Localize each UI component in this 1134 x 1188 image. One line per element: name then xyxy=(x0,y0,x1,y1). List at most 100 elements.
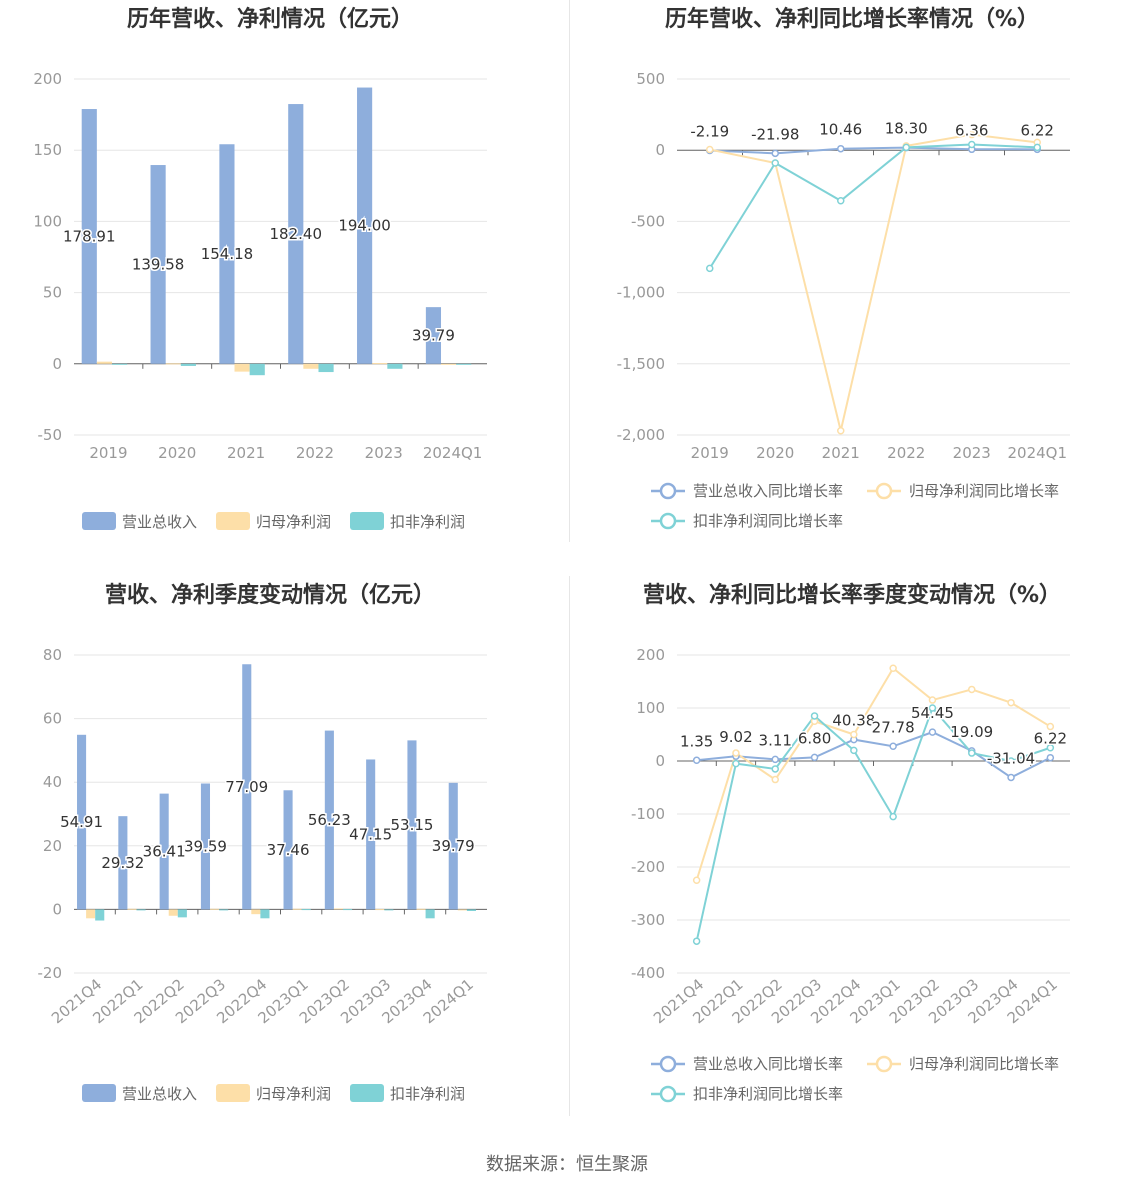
y-tick-label: 200 xyxy=(636,646,665,664)
bar-net-profit xyxy=(303,363,319,369)
data-label: 154.18 xyxy=(201,245,254,263)
series-point xyxy=(902,143,910,152)
series-point xyxy=(771,775,779,784)
bar-deducted-profit xyxy=(425,909,435,919)
quarterly-growth-chart: 营收、净利同比增长率季度变动情况（%） 200 100 0 -100 -200 -300 -4… xyxy=(567,576,1134,1152)
data-label: 194.00 xyxy=(338,217,391,235)
bar-net-profit xyxy=(251,909,261,915)
data-label: 178.91 xyxy=(63,227,116,245)
series-point xyxy=(771,765,779,773)
y-tick-label: -300 xyxy=(631,911,665,929)
y-tick-label: 50 xyxy=(43,284,62,302)
y-tick-label: 40 xyxy=(43,773,62,791)
y-tick-label: 100 xyxy=(636,699,665,717)
data-label: 3.11 xyxy=(759,731,792,749)
series-point xyxy=(850,746,858,755)
legend-marker xyxy=(659,482,677,500)
data-label: 6.22 xyxy=(1021,121,1054,139)
data-label: 1.35 xyxy=(680,732,713,750)
series-line-revenue xyxy=(709,146,1038,155)
data-label: -31.04 xyxy=(987,749,1035,767)
data-label: 54.45 xyxy=(911,704,954,722)
bar-deducted-profit xyxy=(342,909,353,911)
y-tick-label: -100 xyxy=(631,805,665,823)
data-label: 182.40 xyxy=(270,225,323,243)
quarterly-growth-svg: 营收、净利同比增长率季度变动情况（%） 200 100 0 -100 -200 -300 -4… xyxy=(631,582,1070,1103)
series-point xyxy=(889,664,897,672)
data-label: 54.91 xyxy=(60,813,103,831)
legend-swatch xyxy=(216,1084,250,1102)
legend-label: 归母净利润同比增长率 xyxy=(909,1055,1059,1073)
legend-label: 营业总收入 xyxy=(122,513,197,531)
bar-deducted-profit xyxy=(318,363,334,373)
bar-revenue xyxy=(366,759,376,910)
data-label: 37.46 xyxy=(267,841,310,859)
bar-revenue xyxy=(425,307,442,364)
legend-marker xyxy=(875,1055,893,1073)
series-point xyxy=(771,149,779,158)
series-point xyxy=(1046,722,1055,731)
series-point xyxy=(706,145,714,154)
bar-deducted-profit xyxy=(95,909,105,921)
series-point xyxy=(810,753,819,762)
bar-deducted-profit xyxy=(249,363,265,376)
bar-deducted-profit xyxy=(387,363,403,369)
bar-revenue xyxy=(200,783,211,910)
legend-swatch xyxy=(82,1084,116,1102)
data-label: 6.80 xyxy=(798,729,831,747)
y-tick-label: -50 xyxy=(38,426,63,444)
data-label: 39.79 xyxy=(432,837,475,855)
series-point xyxy=(968,749,976,757)
bar-deducted-profit xyxy=(301,909,311,911)
series-line-net-profit xyxy=(709,133,1038,431)
x-tick-label: 2024Q1 xyxy=(1007,444,1067,462)
bar-net-profit xyxy=(234,363,250,372)
data-label: 139.58 xyxy=(132,255,185,273)
bar-deducted-profit xyxy=(219,909,229,911)
legend-label: 扣非净利润 xyxy=(390,1085,465,1103)
chart-title: 营收、净利同比增长率季度变动情况（%） xyxy=(643,582,1061,608)
series-point xyxy=(889,812,897,821)
bar-revenue xyxy=(219,144,235,364)
series-point xyxy=(1007,773,1015,782)
bar-deducted-profit xyxy=(180,363,196,366)
series-point xyxy=(928,704,937,712)
data-label: 47.15 xyxy=(349,825,392,843)
bar-net-profit xyxy=(292,908,302,910)
series-point xyxy=(968,685,976,694)
legend-label: 营业总收入同比增长率 xyxy=(693,1055,843,1073)
data-label: 29.32 xyxy=(101,854,144,872)
y-tick-label: 60 xyxy=(43,710,62,728)
series-point xyxy=(837,426,845,435)
bar-revenue xyxy=(407,740,417,910)
series-point xyxy=(928,728,937,736)
data-label: 39.79 xyxy=(412,326,455,344)
y-tick-label: 200 xyxy=(33,70,62,88)
legend-swatch xyxy=(350,1084,384,1102)
series-point xyxy=(692,756,701,765)
bar-net-profit xyxy=(165,363,181,365)
bar-deducted-profit xyxy=(456,363,472,365)
vertical-divider-bottom xyxy=(569,576,570,1116)
y-tick-label: 150 xyxy=(33,141,62,159)
x-tick-label: 2021 xyxy=(822,444,860,462)
bar-net-profit xyxy=(210,908,220,910)
quarterly-values-chart: 营收、净利季度变动情况（亿元） 80 60 40 20 0 -20 2021Q4 2022Q1 2… xyxy=(0,576,567,1152)
series-point xyxy=(837,197,845,205)
series-point xyxy=(692,937,701,945)
series-point xyxy=(1007,698,1015,707)
bar-net-profit xyxy=(457,909,467,911)
series-point xyxy=(1007,757,1015,765)
bar-net-profit xyxy=(86,909,96,919)
y-tick-label: -1,000 xyxy=(617,284,665,302)
bar-net-profit xyxy=(375,909,385,911)
series-point xyxy=(771,755,779,764)
x-tick-label: 2023 xyxy=(953,444,991,462)
vertical-divider-top xyxy=(569,0,570,542)
data-label: 77.09 xyxy=(225,778,268,796)
series-point xyxy=(850,730,858,739)
series-line-revenue xyxy=(696,731,1051,779)
chart-title: 历年营收、净利情况（亿元） xyxy=(127,6,413,32)
series-line-deducted-profit xyxy=(708,143,1038,269)
y-tick-label: 0 xyxy=(52,355,62,373)
